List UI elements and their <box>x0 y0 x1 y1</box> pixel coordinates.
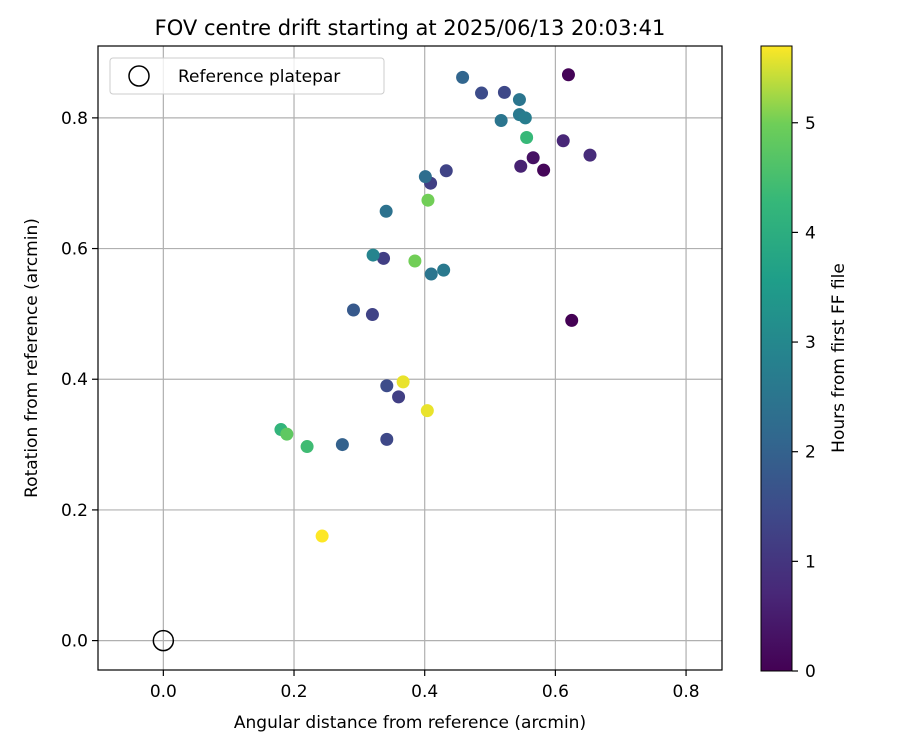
data-point <box>377 251 391 265</box>
colorbar-tick-label: 5 <box>805 114 816 134</box>
legend-box <box>109 57 385 95</box>
y-tick-label: 0.8 <box>61 109 88 129</box>
data-point <box>280 427 294 441</box>
data-point <box>380 432 394 446</box>
reference-platepar-point <box>152 629 175 652</box>
x-axis-label: Angular distance from reference (arcmin) <box>234 713 586 733</box>
data-point <box>526 151 540 165</box>
data-point <box>512 93 526 107</box>
data-point <box>315 529 329 543</box>
data-point <box>365 308 379 322</box>
x-tick-label: 0.6 <box>542 682 569 702</box>
data-point <box>424 267 438 281</box>
colorbar-tick-label: 1 <box>805 552 816 572</box>
data-point <box>475 86 489 100</box>
colorbar-ticks: 0 1 2 3 4 5 <box>792 114 816 682</box>
data-point <box>421 193 435 207</box>
data-point <box>392 390 406 404</box>
data-point <box>556 134 570 148</box>
data-point <box>439 164 453 178</box>
colorbar-tick-label: 2 <box>805 443 816 463</box>
y-tick-label: 0.0 <box>61 632 88 652</box>
data-point <box>514 159 528 173</box>
y-tick-label: 0.4 <box>61 370 88 390</box>
colorbar-gradient <box>760 45 793 672</box>
colorbar-tick-label: 4 <box>805 223 816 243</box>
data-point <box>346 303 360 317</box>
y-axis-ticks: 0.0 0.2 0.4 0.6 0.8 <box>61 109 98 652</box>
data-point <box>437 263 451 277</box>
plot-frame <box>97 45 723 671</box>
data-point <box>408 254 422 268</box>
data-point <box>300 440 314 454</box>
data-point <box>379 204 393 218</box>
legend-marker <box>128 65 150 87</box>
legend-label: Reference platepar <box>178 67 340 87</box>
data-points <box>274 68 597 543</box>
x-tick-label: 0.2 <box>280 682 307 702</box>
data-point <box>520 130 534 144</box>
data-point <box>561 68 575 82</box>
grid-lines <box>98 46 722 670</box>
x-axis-ticks: 0.0 0.2 0.4 0.6 0.8 <box>150 670 700 702</box>
data-point <box>396 375 410 389</box>
data-point <box>420 404 434 418</box>
data-point <box>497 85 511 99</box>
data-point <box>518 111 532 125</box>
colorbar: 0 1 2 3 4 5 Hours from first FF file <box>760 45 849 682</box>
colorbar-tick-label: 3 <box>805 333 816 353</box>
y-tick-label: 0.6 <box>61 240 88 260</box>
data-point <box>494 113 508 127</box>
data-point <box>380 379 394 393</box>
colorbar-tick-label: 0 <box>805 662 816 682</box>
legend: Reference platepar <box>109 57 385 95</box>
y-axis-label: Rotation from reference (arcmin) <box>22 218 42 498</box>
data-point <box>418 170 432 184</box>
data-point <box>335 438 349 452</box>
data-point <box>366 248 380 262</box>
data-point <box>456 70 470 84</box>
data-point <box>583 148 597 162</box>
colorbar-label: Hours from first FF file <box>829 263 849 453</box>
x-tick-label: 0.4 <box>411 682 438 702</box>
y-tick-label: 0.2 <box>61 501 88 521</box>
chart-title: FOV centre drift starting at 2025/06/13 … <box>155 16 666 40</box>
data-point <box>537 163 551 177</box>
data-point <box>565 313 579 327</box>
x-tick-label: 0.0 <box>150 682 177 702</box>
x-tick-label: 0.8 <box>673 682 700 702</box>
